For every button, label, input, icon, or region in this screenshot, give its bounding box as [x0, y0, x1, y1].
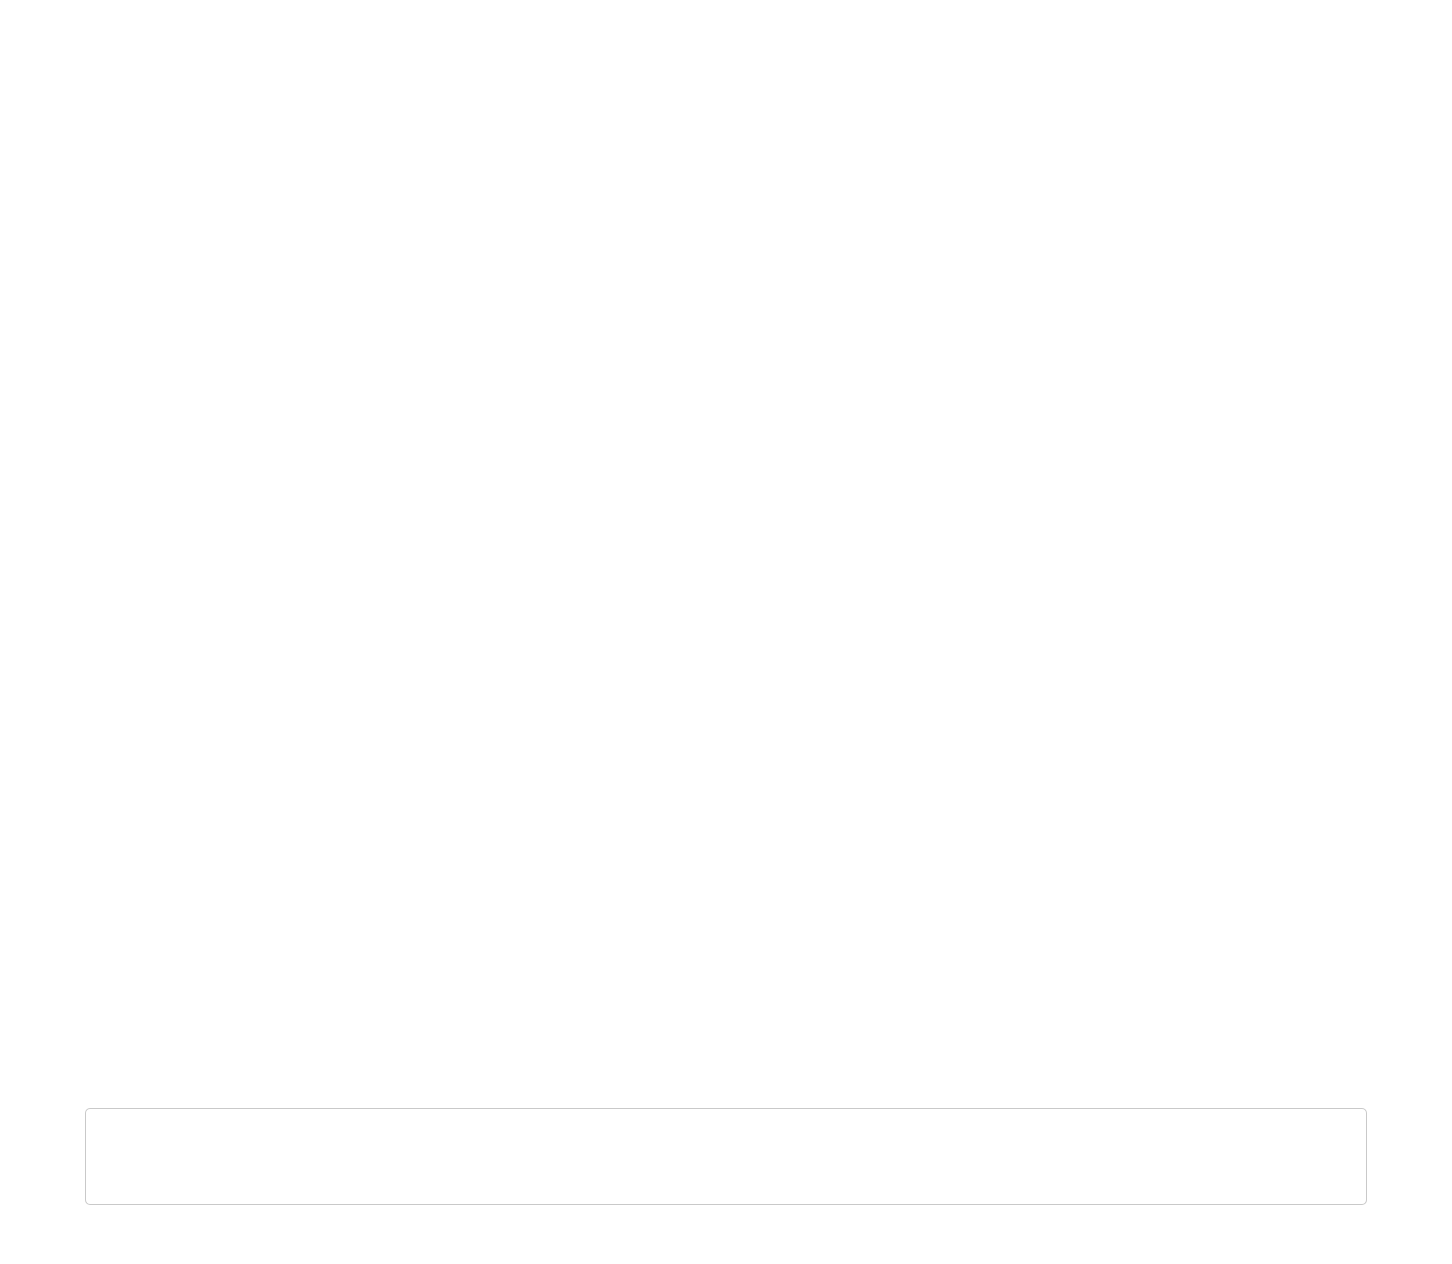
map-espc: [756, 186, 1370, 878]
legend: [85, 1108, 1367, 1205]
map-rtofs: [84, 186, 698, 878]
colorbar: [118, 942, 1332, 1004]
